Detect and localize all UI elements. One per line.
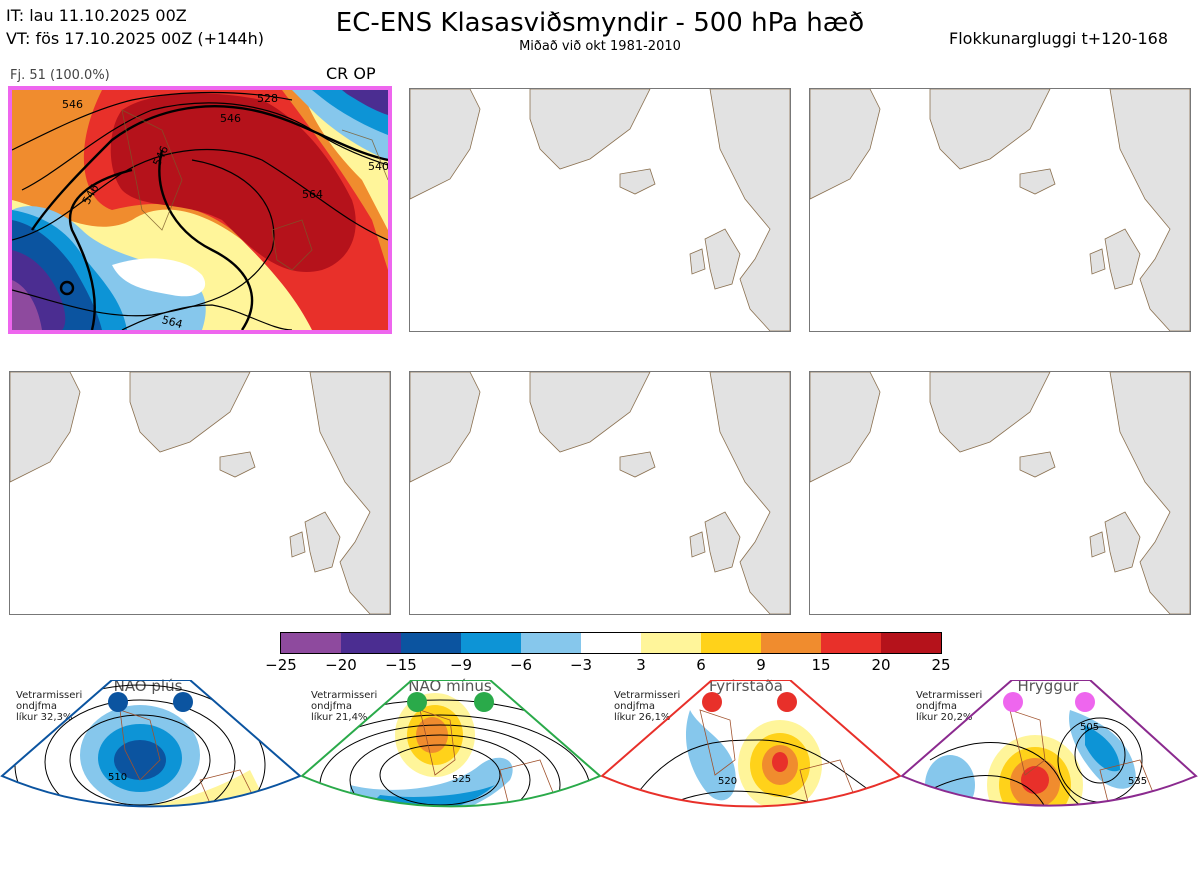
regime-dot bbox=[1075, 692, 1095, 712]
cluster-code: CR OP bbox=[326, 64, 376, 83]
regime-label: 535 bbox=[1128, 776, 1147, 787]
colorbar-tick-label: −20 bbox=[325, 656, 357, 674]
cluster-map-2[interactable] bbox=[409, 88, 791, 332]
contour-label-3: 546 bbox=[220, 112, 241, 125]
regime-label: 545 bbox=[438, 815, 457, 826]
cluster-map-5[interactable] bbox=[409, 371, 791, 615]
regime-border bbox=[300, 680, 602, 808]
colorbar-tick-label: −15 bbox=[385, 656, 417, 674]
colorbar-swatch bbox=[461, 633, 521, 653]
colorbar-tick-label: 15 bbox=[811, 656, 831, 674]
contour-label-6: 564 bbox=[302, 188, 323, 201]
colorbar-swatch bbox=[701, 633, 761, 653]
regime-dot bbox=[108, 692, 128, 712]
colorbar-tick-label: −3 bbox=[569, 656, 593, 674]
regime-dot bbox=[1003, 692, 1023, 712]
regime-label: 550 bbox=[722, 810, 741, 821]
regime-border bbox=[0, 680, 302, 808]
colorbar-tick-label: 20 bbox=[871, 656, 891, 674]
regime-border bbox=[600, 680, 902, 808]
regime-note-nao-plus: Vetrarmisseri ondjfma líkur 32,3% bbox=[16, 690, 83, 723]
regime-label: 565 bbox=[448, 850, 467, 861]
colorbar-swatch bbox=[761, 633, 821, 653]
regime-label: 525 bbox=[452, 774, 471, 785]
valid-time: VT: fös 17.10.2025 00Z (+144h) bbox=[6, 29, 264, 48]
land-outline bbox=[810, 372, 1190, 614]
regime-dot bbox=[173, 692, 193, 712]
cluster-map-1[interactable]: 546 528 546 546 546 564 564 540 bbox=[8, 86, 392, 334]
cluster-map-3[interactable] bbox=[809, 88, 1191, 332]
cluster-label: Fj. 51 (100.0%) bbox=[10, 68, 110, 83]
colorbar-tick-label: −6 bbox=[509, 656, 533, 674]
regime-dot bbox=[777, 692, 797, 712]
classification-window: Flokkunargluggi t+120-168 bbox=[949, 29, 1168, 48]
page-subtitle: Miðað við okt 1981-2010 bbox=[519, 39, 681, 54]
regime-title-nao-minus: NAO mínus bbox=[408, 677, 492, 695]
land-outline bbox=[410, 372, 790, 614]
regime-title-ridge: Hryggur bbox=[1017, 677, 1079, 695]
regime-title-blocking: Fyrirstaða bbox=[709, 677, 783, 695]
regime-map-nao-minus: 525 545 565 bbox=[302, 693, 600, 861]
land-outline bbox=[810, 89, 1190, 331]
regime-label: 560 bbox=[1093, 820, 1112, 831]
regime-map-ridge: 505 535 560 bbox=[925, 709, 1181, 831]
colorbar-swatch bbox=[881, 633, 941, 653]
colorbar-tick-label: 25 bbox=[931, 656, 951, 674]
land-outline bbox=[10, 372, 390, 614]
colorbar-swatch bbox=[401, 633, 461, 653]
land-outline bbox=[410, 89, 790, 331]
regime-note-ridge: Vetrarmisseri ondjfma líkur 20,2% bbox=[916, 690, 983, 723]
colorbar-tick-label: 6 bbox=[696, 656, 706, 674]
contour-label-2: 528 bbox=[257, 92, 278, 105]
colorbar-tick-label: 3 bbox=[636, 656, 646, 674]
colorbar-tick-label: −25 bbox=[265, 656, 297, 674]
contour-label-7: 564 bbox=[160, 313, 184, 330]
init-time: IT: lau 11.10.2025 00Z bbox=[6, 6, 187, 25]
contour-label-1: 546 bbox=[62, 98, 83, 111]
regime-note-nao-minus: Vetrarmisseri ondjfma líkur 21,4% bbox=[311, 690, 378, 723]
regime-border bbox=[900, 680, 1198, 807]
cluster-map-4[interactable] bbox=[9, 371, 391, 615]
regime-label: 520 bbox=[718, 776, 737, 787]
colorbar-swatch bbox=[281, 633, 341, 653]
regime-title-nao-plus: NAO plús bbox=[113, 677, 183, 695]
colorbar-swatch bbox=[581, 633, 641, 653]
regime-map-nao-plus: 510 550 bbox=[2, 680, 300, 807]
page-title: EC-ENS Klasasviðsmyndir - 500 hPa hæð bbox=[335, 8, 865, 38]
colorbar-swatch bbox=[821, 633, 881, 653]
regime-dot bbox=[407, 692, 427, 712]
regime-dot bbox=[474, 692, 494, 712]
colorbar-swatch bbox=[341, 633, 401, 653]
colorbar-swatch bbox=[641, 633, 701, 653]
header-times: IT: lau 11.10.2025 00Z VT: fös 17.10.202… bbox=[6, 4, 264, 50]
colorbar bbox=[280, 632, 942, 654]
cluster-map-6[interactable] bbox=[809, 371, 1191, 615]
regime-label: 510 bbox=[108, 772, 127, 783]
regime-dot bbox=[702, 692, 722, 712]
colorbar-tick-label: 9 bbox=[756, 656, 766, 674]
colorbar-tick-label: −9 bbox=[449, 656, 473, 674]
anomaly-field: 546 528 546 546 546 564 564 540 bbox=[12, 90, 388, 330]
regime-maps: 510 550 525 545 565 bbox=[0, 680, 1198, 861]
regime-label: 560 bbox=[736, 835, 755, 846]
regime-map-blocking: 520 550 560 bbox=[639, 709, 900, 846]
contour-label-8: 540 bbox=[368, 160, 388, 173]
regime-note-blocking: Vetrarmisseri ondjfma líkur 26,1% bbox=[614, 690, 681, 723]
colorbar-swatch bbox=[521, 633, 581, 653]
regime-label: 505 bbox=[1080, 722, 1099, 733]
